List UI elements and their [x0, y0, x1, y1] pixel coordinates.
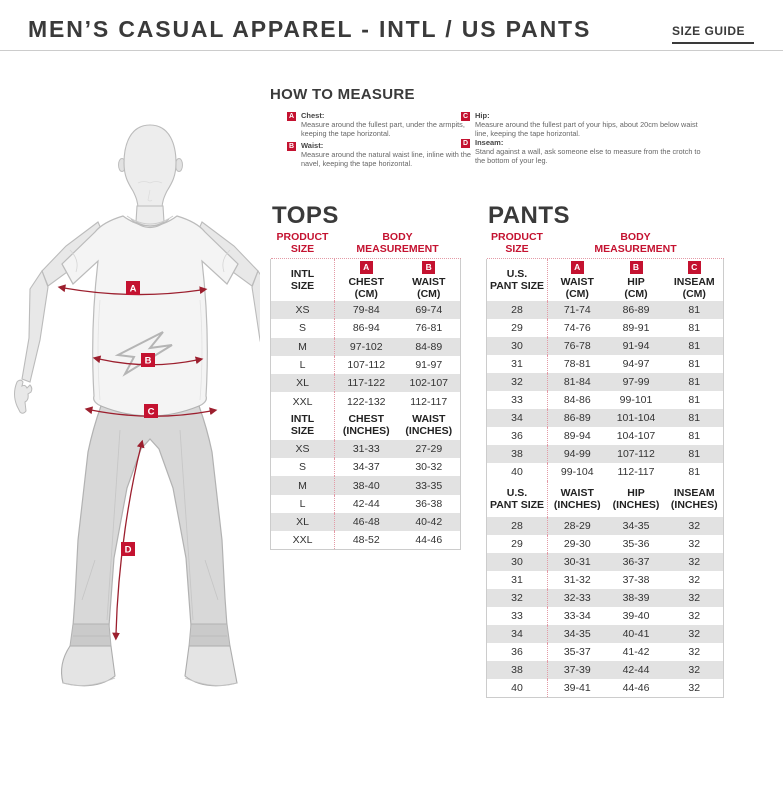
svg-text:D: D	[125, 545, 132, 556]
svg-text:B: B	[145, 356, 152, 367]
svg-text:A: A	[130, 284, 137, 295]
svg-text:C: C	[148, 407, 155, 418]
